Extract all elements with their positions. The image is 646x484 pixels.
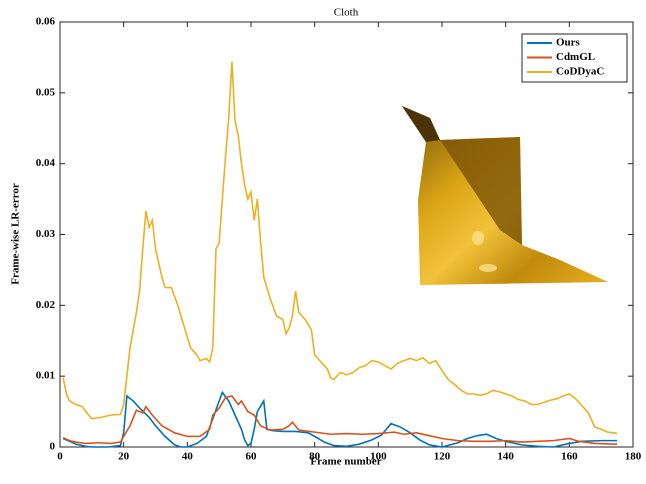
x-tick-label: 180 bbox=[625, 451, 642, 463]
legend-label: Ours bbox=[556, 37, 581, 49]
x-tick-label: 60 bbox=[246, 451, 258, 463]
x-tick-label: 160 bbox=[561, 451, 578, 463]
chart-title: Cloth bbox=[334, 7, 359, 19]
x-tick-label: 80 bbox=[309, 451, 321, 463]
x-axis-label: Frame number bbox=[310, 456, 381, 468]
x-tick-label: 20 bbox=[118, 451, 130, 463]
x-tick-label: 0 bbox=[57, 451, 63, 463]
y-axis-label: Frame-wise LR-error bbox=[10, 183, 22, 285]
line-series bbox=[62, 390, 618, 448]
plot-area bbox=[60, 22, 633, 447]
x-tick-label: 140 bbox=[497, 451, 514, 463]
line-series bbox=[62, 395, 618, 445]
y-tick-label: 0.06 bbox=[36, 16, 56, 28]
y-tick-label: 0.02 bbox=[36, 299, 56, 311]
line-series bbox=[62, 61, 618, 435]
cloth-illustration bbox=[402, 106, 608, 285]
y-tick-label: 0 bbox=[50, 441, 56, 453]
y-tick-label: 0.04 bbox=[36, 157, 56, 169]
legend-label: CdmGL bbox=[556, 51, 595, 63]
y-tick-label: 0.03 bbox=[36, 228, 56, 240]
x-tick-label: 120 bbox=[434, 451, 451, 463]
y-tick-label: 0.01 bbox=[36, 370, 55, 382]
y-tick-label: 0.05 bbox=[36, 86, 56, 98]
legend-label: CoDDyaC bbox=[556, 66, 604, 78]
x-tick-label: 100 bbox=[370, 451, 387, 463]
x-tick-label: 40 bbox=[182, 451, 194, 463]
